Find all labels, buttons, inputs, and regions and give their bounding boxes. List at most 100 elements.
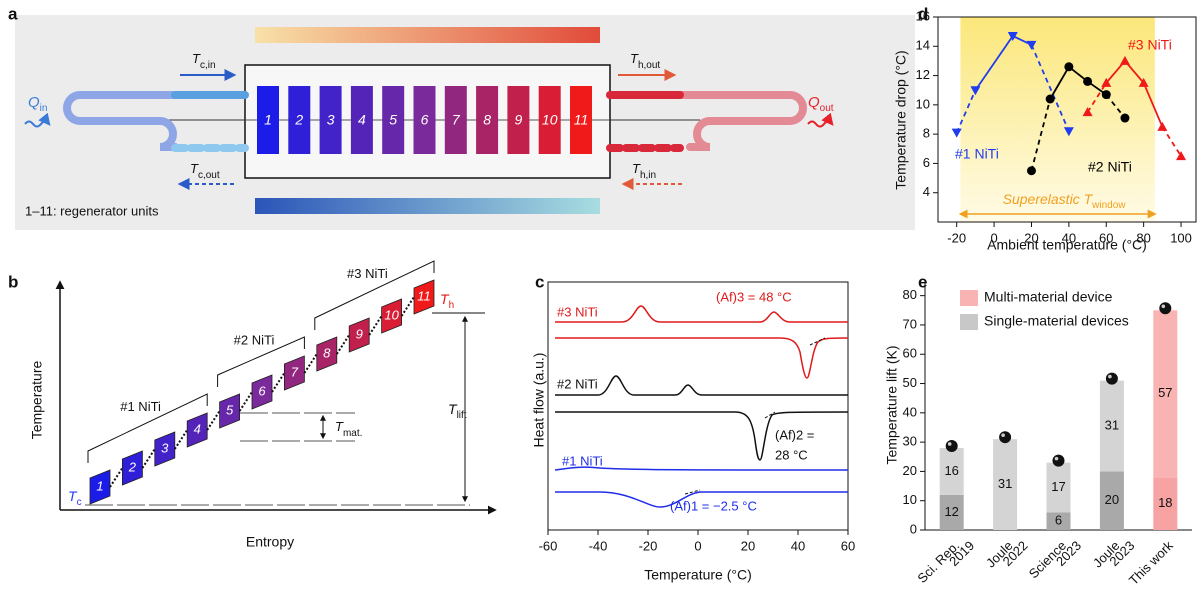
t-lift-label-sub: lift	[457, 410, 467, 421]
heat-gradient	[255, 27, 600, 43]
x-tick-label: -20	[639, 538, 658, 553]
unit-label: 8	[323, 345, 331, 360]
unit-label: 1	[264, 112, 272, 128]
unit-label: 1	[96, 478, 103, 493]
bar-segment	[1046, 462, 1071, 513]
unit-label: 7	[452, 112, 461, 128]
plot-frame	[937, 16, 1197, 223]
unit	[413, 279, 435, 315]
unit	[219, 393, 241, 429]
unit-label: 4	[194, 421, 201, 436]
series-label: #2 NiTi	[1088, 159, 1132, 175]
y-tick-label: 10	[903, 492, 917, 507]
bar-segment	[939, 447, 964, 495]
panel-label: d	[918, 4, 928, 23]
x-label: Temperature (°C)	[644, 567, 752, 583]
x-tick-label: 80	[1136, 230, 1150, 245]
ball-shine	[1161, 304, 1166, 309]
regenerator-unit	[413, 86, 436, 154]
t-h-label: Th	[440, 291, 454, 311]
top-ball	[1052, 454, 1065, 467]
unit-label: 5	[226, 402, 234, 417]
y-tick-label: 14	[916, 38, 930, 53]
heat-in-label: Qin	[28, 94, 47, 114]
value-label: 31	[1105, 417, 1119, 432]
point	[1101, 90, 1111, 100]
point	[1119, 55, 1130, 65]
heat-out-wave	[807, 112, 834, 128]
y-label: Temperature drop (°C)	[893, 50, 909, 189]
link	[271, 372, 286, 393]
group-bracket	[87, 393, 208, 463]
t-lift-label: Tlift	[448, 401, 467, 421]
flow-label: Th,in	[632, 161, 656, 181]
point	[1064, 62, 1074, 72]
x-tick-label: 20	[1024, 230, 1038, 245]
y-tick-label: 30	[903, 434, 917, 449]
ball-shine	[947, 442, 952, 446]
regenerator-unit	[570, 86, 592, 154]
value-label: 6	[1055, 513, 1062, 528]
unit-label: 3	[327, 112, 335, 128]
curve-label: #1 NiTi	[562, 453, 603, 468]
window-label: Superelastic Twindow	[1003, 191, 1127, 211]
point	[1101, 77, 1112, 87]
flow-label-sub: c,in	[200, 60, 216, 71]
group-bracket	[217, 336, 305, 387]
point	[1026, 166, 1036, 176]
x-tick-label: 0	[694, 538, 701, 553]
flow-label: Th,out	[630, 51, 660, 71]
dsc-curve	[555, 337, 849, 379]
ball-shine	[1108, 374, 1112, 379]
x-tick-label: -40	[589, 538, 608, 553]
unit-label: 3	[161, 440, 169, 455]
bar-segment	[1099, 380, 1124, 472]
point	[1176, 151, 1187, 161]
top-ball	[999, 431, 1012, 444]
panel-label: c	[535, 272, 544, 291]
unit-label: 9	[515, 112, 523, 128]
window-label-main: Superelastic T	[1003, 191, 1094, 207]
y-tick-label: 20	[903, 463, 917, 478]
unit-label: 10	[384, 307, 399, 322]
fit-line	[1105, 94, 1126, 119]
bar-segment	[939, 494, 964, 530]
dsc-curve	[555, 375, 848, 396]
link	[109, 467, 124, 488]
unit-label: 11	[574, 112, 589, 128]
link	[141, 448, 156, 469]
curve-label: #2 NiTi	[557, 376, 598, 391]
unit	[348, 317, 370, 353]
flow-label-sub: c,out	[198, 170, 220, 181]
regenerator-unit	[538, 86, 561, 154]
point	[1063, 127, 1074, 137]
annotation: (Af)3 = 48 °C	[716, 289, 792, 304]
y-tick-label: 40	[903, 404, 917, 419]
x-tick-label: -60	[539, 538, 558, 553]
t-h-label-sub: h	[449, 300, 455, 311]
heat-out-label: Qout	[808, 94, 834, 114]
point	[1082, 107, 1093, 117]
unit-label: 4	[358, 112, 366, 128]
bar-segment	[993, 439, 1018, 530]
unit-label: 5	[389, 112, 397, 128]
y-tick-label: 6	[923, 155, 930, 170]
y-tick-label: 0	[910, 521, 917, 536]
pipe	[676, 91, 807, 151]
point	[1120, 113, 1130, 123]
value-label: 12	[944, 504, 958, 519]
x-tick-label: 20	[741, 538, 755, 553]
fit-line	[1049, 66, 1070, 100]
x-tick-label: 0	[990, 230, 997, 245]
group-label: #2 NiTi	[234, 332, 275, 347]
point	[1157, 121, 1168, 131]
unit-label: 9	[356, 326, 363, 341]
link	[400, 296, 415, 317]
link	[303, 353, 318, 374]
group-label: #3 NiTi	[347, 266, 388, 281]
top-ball	[945, 439, 958, 452]
link	[368, 315, 383, 336]
unit-label: 6	[421, 112, 429, 128]
y-tick-label: 10	[916, 96, 930, 111]
